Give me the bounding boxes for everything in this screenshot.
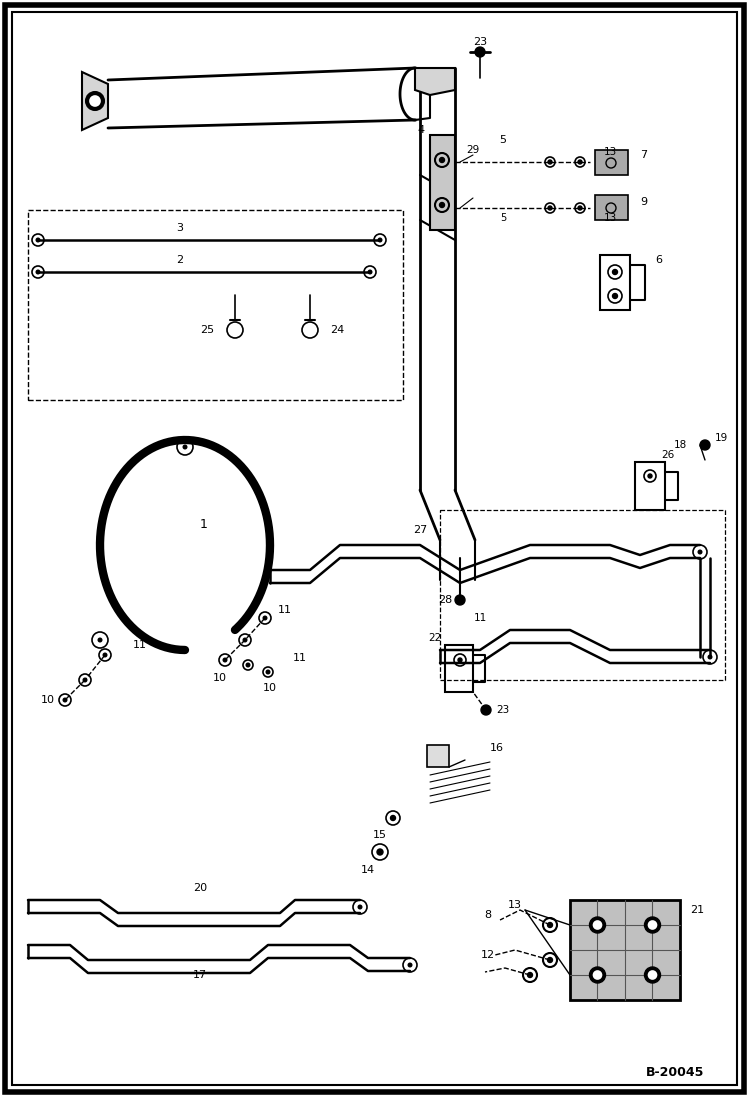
Bar bbox=[427, 745, 449, 767]
Text: 11: 11 bbox=[473, 613, 487, 623]
Circle shape bbox=[548, 958, 553, 962]
Circle shape bbox=[266, 670, 270, 674]
Text: 11: 11 bbox=[293, 653, 307, 663]
Text: 12: 12 bbox=[481, 950, 495, 960]
Circle shape bbox=[440, 203, 444, 207]
Circle shape bbox=[98, 638, 102, 642]
Bar bbox=[28, 210, 403, 400]
Text: 10: 10 bbox=[41, 695, 55, 705]
Circle shape bbox=[700, 440, 710, 450]
Circle shape bbox=[369, 270, 372, 274]
Circle shape bbox=[378, 238, 382, 241]
Circle shape bbox=[243, 638, 247, 642]
Text: 13: 13 bbox=[604, 213, 616, 223]
Polygon shape bbox=[415, 68, 455, 95]
Circle shape bbox=[578, 206, 582, 210]
Circle shape bbox=[358, 905, 362, 908]
Circle shape bbox=[390, 815, 395, 821]
Circle shape bbox=[593, 921, 601, 929]
Text: 11: 11 bbox=[133, 640, 147, 651]
Circle shape bbox=[103, 653, 107, 657]
Circle shape bbox=[648, 474, 652, 478]
Polygon shape bbox=[595, 195, 628, 220]
Text: 5: 5 bbox=[500, 213, 506, 223]
Circle shape bbox=[36, 270, 40, 274]
Circle shape bbox=[263, 617, 267, 620]
Circle shape bbox=[184, 445, 187, 449]
Circle shape bbox=[578, 160, 582, 163]
Text: 4: 4 bbox=[418, 125, 425, 135]
Circle shape bbox=[709, 655, 712, 659]
Circle shape bbox=[548, 923, 553, 927]
Circle shape bbox=[527, 973, 533, 977]
Circle shape bbox=[613, 270, 617, 274]
Text: 27: 27 bbox=[413, 525, 427, 535]
Circle shape bbox=[644, 917, 661, 934]
Text: 20: 20 bbox=[193, 883, 207, 893]
Circle shape bbox=[455, 595, 465, 606]
Circle shape bbox=[246, 664, 250, 667]
Circle shape bbox=[36, 238, 40, 241]
Text: 15: 15 bbox=[373, 830, 387, 840]
Circle shape bbox=[589, 917, 605, 934]
Text: 13: 13 bbox=[508, 900, 522, 911]
Circle shape bbox=[440, 158, 444, 162]
Text: 26: 26 bbox=[661, 450, 675, 460]
Circle shape bbox=[83, 678, 87, 682]
Text: 7: 7 bbox=[640, 150, 647, 160]
Circle shape bbox=[589, 966, 605, 983]
Circle shape bbox=[548, 206, 552, 210]
Circle shape bbox=[223, 658, 227, 661]
Circle shape bbox=[649, 971, 657, 979]
Text: 9: 9 bbox=[640, 197, 647, 207]
Text: 11: 11 bbox=[278, 606, 292, 615]
Polygon shape bbox=[82, 72, 108, 131]
Polygon shape bbox=[595, 150, 628, 176]
Circle shape bbox=[481, 705, 491, 715]
Circle shape bbox=[649, 921, 657, 929]
Text: 18: 18 bbox=[673, 440, 687, 450]
Circle shape bbox=[475, 47, 485, 57]
Text: 21: 21 bbox=[690, 905, 704, 915]
Text: 17: 17 bbox=[193, 970, 207, 980]
Polygon shape bbox=[430, 135, 455, 230]
Text: 23: 23 bbox=[473, 37, 487, 47]
Text: 13: 13 bbox=[604, 147, 616, 157]
Circle shape bbox=[408, 963, 412, 966]
Text: 3: 3 bbox=[177, 223, 184, 233]
Text: 2: 2 bbox=[177, 255, 184, 265]
Text: 10: 10 bbox=[213, 672, 227, 683]
Text: 1: 1 bbox=[200, 519, 208, 532]
Circle shape bbox=[63, 698, 67, 702]
Circle shape bbox=[377, 849, 383, 855]
Circle shape bbox=[548, 160, 552, 163]
Text: 28: 28 bbox=[438, 595, 452, 606]
Circle shape bbox=[644, 966, 661, 983]
Text: 23: 23 bbox=[496, 705, 509, 715]
Text: 25: 25 bbox=[200, 325, 214, 335]
Text: 10: 10 bbox=[263, 683, 277, 693]
Text: B-20045: B-20045 bbox=[646, 1066, 704, 1079]
Circle shape bbox=[613, 294, 617, 298]
Circle shape bbox=[90, 97, 100, 106]
Circle shape bbox=[593, 971, 601, 979]
Polygon shape bbox=[570, 900, 680, 1000]
Circle shape bbox=[458, 658, 462, 661]
Text: 6: 6 bbox=[655, 255, 662, 265]
Text: 19: 19 bbox=[715, 433, 728, 443]
Text: 8: 8 bbox=[485, 911, 491, 920]
Text: 29: 29 bbox=[467, 145, 479, 155]
Circle shape bbox=[698, 551, 702, 554]
Circle shape bbox=[86, 92, 104, 110]
Text: 24: 24 bbox=[330, 325, 345, 335]
Text: 5: 5 bbox=[500, 135, 506, 145]
Text: 22: 22 bbox=[428, 633, 442, 643]
Text: 16: 16 bbox=[490, 743, 504, 753]
Text: 14: 14 bbox=[361, 866, 375, 875]
